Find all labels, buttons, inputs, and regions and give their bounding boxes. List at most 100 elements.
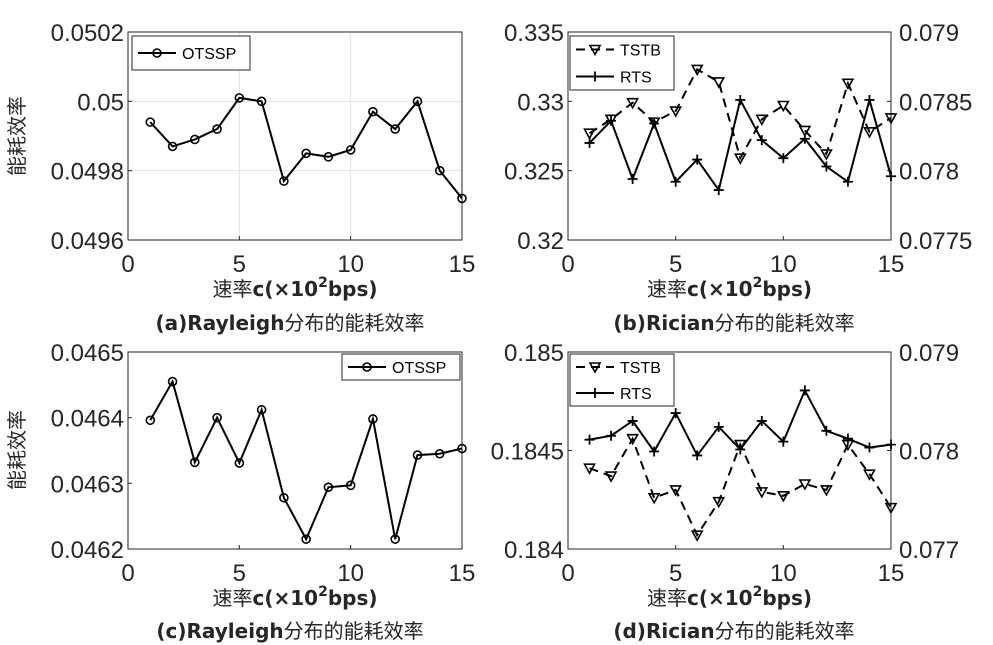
- data-point-tstb: [820, 485, 833, 497]
- data-point-otssp: [457, 443, 467, 454]
- data-point-rts: [864, 442, 875, 453]
- data-point-otssp: [212, 412, 222, 423]
- legend: OTSSP: [131, 35, 251, 71]
- data-point-rts: [886, 439, 896, 450]
- x-tick-label: 0: [561, 251, 574, 278]
- x-tick-label: 5: [233, 251, 246, 278]
- data-point-rts: [584, 137, 595, 148]
- data-point-otssp: [323, 482, 334, 493]
- data-point-tstb: [626, 97, 639, 110]
- y-tick-label: 0.0463: [51, 471, 124, 498]
- y-right-tick-label: 0.079: [899, 20, 959, 47]
- data-point-otssp: [301, 534, 311, 544]
- x-tick-label: 0: [121, 251, 134, 278]
- data-point-otssp: [345, 145, 356, 155]
- x-axis-label: 速率c(×102bps): [647, 584, 812, 610]
- data-point-tstb: [776, 100, 790, 113]
- plot-frame: [127, 351, 463, 550]
- data-point-tstb: [583, 128, 596, 140]
- legend-marker-otssp: [152, 48, 162, 58]
- y-tick-label: 0.0464: [51, 406, 124, 433]
- data-point-tstb: [755, 114, 769, 127]
- data-point-rts: [821, 161, 832, 172]
- data-point-otssp: [390, 124, 401, 134]
- y-tick-label: 0.0465: [51, 340, 124, 367]
- x-tick-label: 0: [121, 560, 134, 587]
- data-point-otssp: [256, 96, 267, 107]
- data-point-otssp: [323, 152, 334, 162]
- data-point-rts: [649, 446, 660, 457]
- plot-frame: [567, 31, 892, 241]
- data-point-tstb: [669, 106, 683, 118]
- data-point-rts: [692, 450, 703, 461]
- subplot-caption: (a)Rayleigh分布的能耗效率: [156, 311, 425, 335]
- y-axis-label: 能耗效率: [5, 96, 29, 176]
- y-tick-label: 0.0462: [51, 537, 124, 564]
- y-tick-label: 0.185: [504, 340, 564, 367]
- data-point-rts: [584, 434, 595, 445]
- series-otssp: [145, 93, 467, 204]
- data-point-tstb: [690, 64, 704, 77]
- legend-label: RTS: [620, 70, 652, 87]
- data-point-tstb: [755, 487, 769, 499]
- y-right-tick-label: 0.0775: [899, 228, 972, 255]
- data-point-otssp: [190, 134, 200, 145]
- y-tick-label: 0.32: [517, 228, 564, 255]
- data-point-tstb: [798, 479, 812, 491]
- data-point-otssp: [279, 492, 289, 503]
- x-tick-label: 15: [449, 560, 476, 587]
- data-point-otssp: [234, 458, 245, 468]
- y-tick-label: 0.184: [504, 537, 564, 564]
- data-point-otssp: [412, 450, 423, 460]
- legend-label: OTSSP: [392, 360, 446, 377]
- data-point-rts: [778, 153, 789, 164]
- data-point-tstb: [798, 125, 812, 138]
- y-right-tick-label: 0.0785: [899, 89, 972, 116]
- data-point-rts: [606, 115, 617, 126]
- data-point-rts: [735, 94, 746, 105]
- y-right-tick-label: 0.078: [899, 159, 959, 186]
- data-point-otssp: [234, 93, 245, 103]
- data-point-rts: [627, 415, 638, 426]
- data-point-rts: [778, 436, 789, 447]
- x-tick-label: 5: [233, 560, 246, 587]
- y-tick-label: 0.335: [504, 20, 564, 47]
- y-tick-label: 0.0502: [51, 20, 124, 47]
- data-point-tstb: [733, 153, 747, 165]
- legend-label: OTSSP: [182, 46, 236, 63]
- data-point-otssp: [434, 165, 445, 176]
- x-tick-label: 15: [449, 251, 476, 278]
- x-tick-label: 0: [561, 560, 574, 587]
- legend-marker-otssp: [362, 362, 372, 372]
- legend-label: TSTB: [620, 43, 661, 60]
- x-tick-label: 5: [669, 560, 682, 587]
- series-rts: [584, 94, 896, 196]
- data-point-tstb: [712, 496, 726, 509]
- data-point-tstb: [669, 485, 683, 497]
- x-tick-label: 10: [337, 560, 364, 587]
- x-tick-label: 10: [337, 251, 364, 278]
- data-point-rts: [713, 185, 724, 196]
- data-point-otssp: [368, 106, 378, 117]
- data-point-tstb: [884, 502, 898, 515]
- data-point-tstb: [626, 433, 639, 446]
- series-rts: [584, 385, 896, 461]
- series-line-otssp: [149, 378, 463, 542]
- data-point-rts: [606, 430, 617, 441]
- y-tick-label: 0.325: [504, 159, 564, 186]
- x-tick-label: 15: [878, 251, 905, 278]
- series-otssp: [145, 376, 467, 544]
- chart-b: 0 5 10 15 0.32 0.325 0.33 0.335 0.0775 0.078 0.078…: [504, 20, 972, 335]
- data-point-rts: [670, 176, 681, 187]
- data-point-rts: [842, 433, 853, 444]
- data-point-otssp: [279, 176, 289, 186]
- y-right-tick-label: 0.077: [899, 537, 959, 564]
- x-axis-label: 速率c(×102bps): [212, 584, 377, 610]
- y-right-tick-label: 0.078: [899, 439, 959, 466]
- x-axis-label: 速率c(×102bps): [212, 275, 377, 301]
- data-point-rts: [799, 133, 810, 144]
- data-point-tstb: [776, 491, 790, 503]
- legend: OTSSP: [341, 353, 461, 381]
- data-point-rts: [842, 176, 853, 187]
- x-axis-label: 速率c(×102bps): [647, 275, 812, 301]
